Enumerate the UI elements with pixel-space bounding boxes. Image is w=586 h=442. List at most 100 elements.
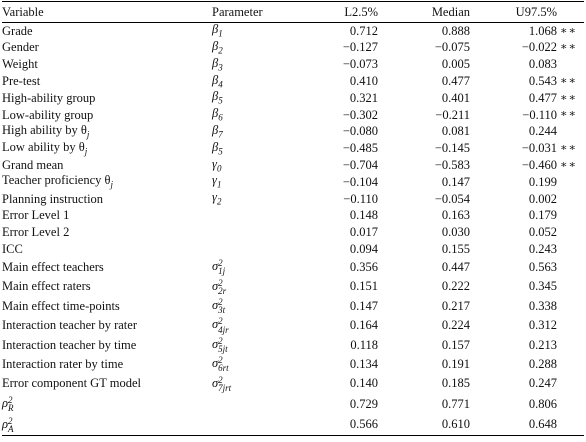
parameter-cell: β4 — [212, 73, 322, 90]
text: Error Level 2 — [2, 225, 70, 240]
parameter-cell: σ 2 1j — [212, 258, 322, 277]
superscript: 2 — [218, 258, 223, 269]
value-cell: 0.771 — [441, 396, 470, 411]
empty-cell — [557, 355, 584, 374]
parameter-cell: β5 — [212, 90, 322, 107]
variable-cell: Main effect raters — [2, 277, 212, 296]
text: Grand mean — [2, 158, 64, 173]
variable-cell: Interaction teacher by time — [2, 335, 212, 354]
value-cell: 0.140 — [349, 376, 378, 391]
value-cell: −0.583 — [434, 158, 470, 173]
value-cell: 0.477 — [441, 74, 470, 89]
parameter-cell — [212, 414, 322, 435]
value-cell: 0.224 — [441, 318, 470, 333]
table-row: High-ability group β5 0.321 0.401 0.477 ∗∗ — [2, 90, 584, 107]
value-cell: 0.222 — [441, 279, 470, 294]
text: Interaction teacher by rater — [2, 318, 137, 333]
variable-cell: Main effect teachers — [2, 258, 212, 277]
value-cell: −0.031 — [521, 141, 557, 156]
empty-cell — [557, 123, 584, 140]
parameter-cell — [212, 207, 322, 224]
symbol: γ — [212, 190, 217, 205]
empty-cell — [557, 316, 584, 335]
value-cell: 0.566 — [349, 417, 378, 432]
parameter-cell: γ2 — [212, 190, 322, 207]
empty-cell — [557, 56, 584, 73]
subscript: 5 — [218, 146, 223, 157]
text: Low-ability group — [2, 107, 94, 122]
symbol: β — [212, 89, 219, 104]
symbol: γ — [212, 156, 217, 171]
table-header: Variable Parameter L2.5% Median U97.5% — [2, 2, 584, 23]
parameter-cell: σ 2 4jr — [212, 316, 322, 335]
empty-cell — [557, 296, 584, 315]
subscript: 1 — [216, 179, 222, 190]
empty-cell — [557, 374, 584, 393]
subscript: 3 — [218, 62, 223, 73]
subscript: 7jrt — [218, 382, 232, 393]
subscript: j — [86, 129, 90, 140]
parameter-cell — [212, 224, 322, 241]
value-cell: −0.704 — [342, 158, 378, 173]
empty-cell — [557, 190, 584, 207]
text: Grade — [2, 23, 33, 38]
significance: ∗∗ — [560, 91, 577, 104]
symbol: γ — [212, 173, 217, 188]
empty-cell — [557, 414, 584, 435]
value-cell: 0.477 — [528, 90, 557, 105]
value-cell: −0.022 — [521, 40, 557, 55]
empty-cell — [557, 335, 584, 354]
subscript: 3t — [218, 305, 226, 316]
value-cell: 0.217 — [441, 298, 470, 313]
text: ICC — [2, 242, 23, 256]
variable-cell: Interaction rater by time — [2, 355, 212, 374]
parameter-cell: γ1 — [212, 174, 322, 191]
value-cell: 0.081 — [441, 124, 470, 139]
significance: ∗∗ — [560, 24, 577, 37]
symbol: σ — [212, 336, 219, 351]
header-cell: Median — [431, 4, 470, 19]
value-cell: 0.052 — [528, 225, 557, 240]
table-row: Gender β2 −0.127 −0.075 −0.022 ∗∗ — [2, 39, 584, 56]
value-cell: 0.410 — [349, 74, 378, 89]
table-row: Weight β3 −0.073 0.005 0.083 — [2, 56, 584, 73]
table-row: ρ 2 A 0.566 0.610 0.648 — [2, 414, 584, 435]
parameter-cell: σ 2 7jrt — [212, 374, 322, 393]
text: Pre-test — [2, 74, 41, 89]
value-cell: −0.145 — [434, 141, 470, 156]
parameter-cell: σ 2 6rt — [212, 355, 322, 374]
significance: ∗∗ — [560, 41, 577, 54]
text: Low ability by θ — [2, 139, 85, 154]
variable-cell: Gender — [2, 39, 212, 56]
value-cell: 0.648 — [528, 417, 557, 432]
symbol: σ — [212, 259, 219, 274]
script-stack: 2 3t — [218, 297, 226, 316]
table-row: Interaction teacher by time σ 2 5jt 0.118 0.1… — [2, 335, 584, 354]
value-cell: 0.213 — [528, 337, 557, 352]
variable-cell: Low ability by θj — [2, 140, 212, 157]
value-cell: 0.247 — [528, 376, 557, 391]
table-row: Interaction teacher by rater σ 2 4jr 0.164 0.… — [2, 316, 584, 335]
superscript: 2 — [8, 394, 13, 405]
subscript: R — [8, 402, 14, 413]
empty-cell — [557, 277, 584, 296]
table-row: Low-ability group β6 −0.302 −0.211 −0.110 ∗∗ — [2, 106, 584, 123]
table-row: Main effect time-points σ 2 3t 0.147 0.217 0.3… — [2, 296, 584, 315]
variable-cell: Low-ability group — [2, 106, 212, 123]
empty-cell — [557, 241, 584, 258]
value-cell: 0.164 — [349, 318, 378, 333]
superscript: 2 — [218, 335, 223, 346]
value-cell: 0.083 — [528, 57, 557, 72]
table-row: Error Level 2 0.017 0.030 0.052 — [2, 224, 584, 241]
table-row: Pre-test β4 0.410 0.477 0.543 ∗∗ — [2, 73, 584, 90]
value-cell: 0.338 — [528, 298, 557, 313]
value-cell: 0.712 — [349, 23, 378, 38]
value-cell: 0.401 — [441, 90, 470, 105]
symbol: β — [212, 122, 219, 137]
value-cell: 0.151 — [349, 279, 378, 294]
table-row: Grand mean γ0 −0.704 −0.583 −0.460 ∗∗ — [2, 157, 584, 174]
value-cell: 0.243 — [528, 242, 557, 256]
